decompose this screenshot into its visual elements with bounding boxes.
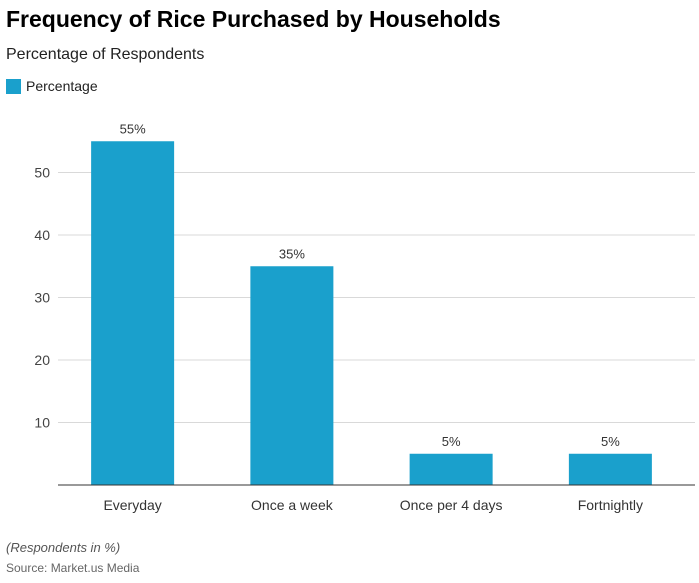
y-tick-label: 10 [34, 415, 50, 431]
legend: Percentage [6, 78, 98, 94]
x-tick-label: Fortnightly [578, 497, 643, 513]
legend-label: Percentage [26, 78, 98, 94]
y-tick-label: 20 [34, 352, 50, 368]
data-label: 5% [601, 434, 620, 449]
chart-subtitle: Percentage of Respondents [6, 46, 205, 63]
footer-note: (Respondents in %) [6, 540, 121, 555]
y-tick-label: 30 [34, 290, 50, 306]
chart-title: Frequency of Rice Purchased by Household… [6, 6, 501, 32]
bar [409, 453, 493, 485]
bar [91, 141, 175, 485]
x-tick-label: Once a week [251, 497, 334, 513]
x-tick-label: Everyday [103, 497, 161, 513]
bar [250, 266, 334, 485]
legend-swatch [6, 78, 21, 94]
y-tick-label: 40 [34, 227, 50, 243]
x-tick-label: Once per 4 days [400, 497, 503, 513]
source-text: Source: Market.us Media [6, 561, 140, 575]
data-label: 35% [279, 246, 305, 261]
data-label: 55% [120, 121, 146, 136]
data-label: 5% [442, 434, 461, 449]
y-tick-label: 50 [34, 165, 50, 181]
bar [568, 453, 652, 485]
